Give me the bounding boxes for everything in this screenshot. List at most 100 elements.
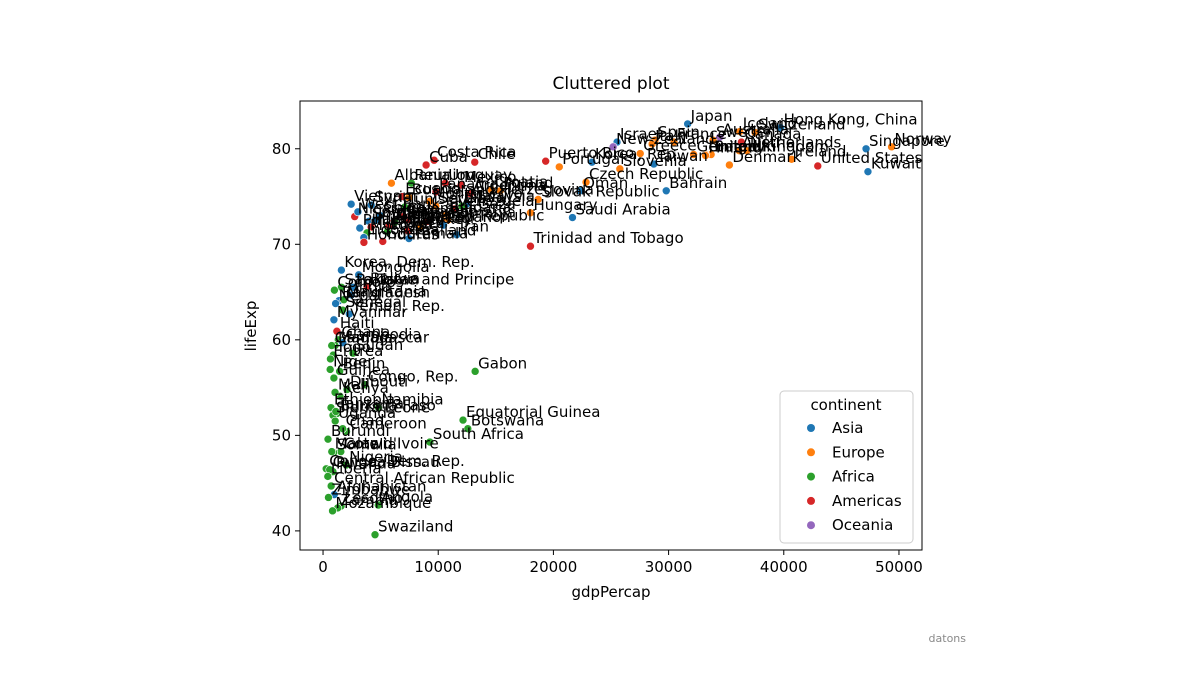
- point-label: Namibia: [381, 391, 443, 409]
- data-point: [861, 144, 871, 154]
- point-label: Guinea-Bissau: [333, 453, 440, 471]
- point-label: Netherlands: [750, 134, 842, 152]
- point-label: Sweden: [716, 123, 775, 141]
- point-label: Bangladesh: [342, 284, 430, 302]
- point-label: Rwanda: [336, 455, 396, 473]
- point-label: Czech Republic: [589, 165, 703, 183]
- point-label: Australia: [723, 120, 789, 138]
- point-label: Hong Kong, China: [784, 111, 918, 129]
- x-tick-label: 50000: [875, 558, 923, 576]
- point-label: Croatia: [494, 173, 548, 191]
- y-axis-ticks: 40 50 60 70 80: [272, 140, 300, 540]
- x-tick-label: 20000: [530, 558, 578, 576]
- data-point: [568, 213, 577, 222]
- point-label: Trinidad and Tobago: [532, 229, 683, 247]
- data-point: [615, 164, 625, 174]
- point-label: Chad: [346, 412, 385, 430]
- data-point: [335, 367, 344, 376]
- point-label: Uruguay: [448, 166, 512, 184]
- data-point: [327, 341, 337, 350]
- data-point: [465, 189, 475, 198]
- point-label: Tunisia: [407, 190, 459, 208]
- data-point: [439, 220, 448, 230]
- point-label: Chile: [478, 145, 516, 163]
- point-label: Cuba: [429, 148, 468, 166]
- data-point: [326, 481, 336, 491]
- legend-entry-label: Oceania: [832, 516, 893, 534]
- data-point: [338, 424, 347, 433]
- point-label: Algeria: [398, 205, 451, 223]
- data-point: [554, 162, 564, 172]
- point-label: Poland: [503, 174, 553, 192]
- point-label: Bolivia: [370, 269, 420, 287]
- data-point: [348, 348, 358, 358]
- data-point: [348, 282, 358, 292]
- point-label: Israel: [620, 125, 661, 143]
- data-point: [366, 200, 376, 210]
- point-label: Italy: [655, 127, 688, 145]
- point-label: Sri Lanka: [372, 204, 441, 222]
- data-point: [370, 530, 380, 540]
- point-label: Lebanon: [447, 208, 511, 226]
- data-point: [404, 193, 414, 202]
- point-label: Somalia: [337, 436, 397, 454]
- data-point: [370, 216, 380, 225]
- data-point: [425, 437, 435, 447]
- data-point: [387, 178, 396, 188]
- point-label: Ghana: [341, 323, 390, 341]
- point-label: Benin: [343, 354, 386, 372]
- data-point: [421, 160, 431, 170]
- data-point: [440, 178, 450, 188]
- point-label: Lesotho: [344, 489, 403, 507]
- data-point: [337, 265, 346, 275]
- point-label: Ecuador: [405, 180, 467, 198]
- point-label: Oman: [583, 174, 628, 192]
- point-label: Guatemala: [386, 224, 469, 242]
- data-point: [324, 493, 333, 502]
- point-label: Gambia: [335, 329, 393, 347]
- data-point: [342, 385, 352, 394]
- data-point: [390, 218, 400, 227]
- data-point: [360, 380, 370, 390]
- data-point: [487, 185, 496, 195]
- data-point: [526, 241, 535, 251]
- point-label: China: [383, 199, 426, 217]
- point-label: Romania: [451, 203, 517, 221]
- x-tick-label: 40000: [760, 558, 808, 576]
- point-label: New Zealand: [616, 130, 715, 148]
- point-label: Mali: [338, 375, 368, 393]
- data-point: [400, 202, 410, 212]
- data-point: [338, 305, 348, 315]
- data-point: [701, 151, 710, 160]
- point-label: Mauritania: [347, 283, 427, 301]
- data-point: [456, 180, 466, 190]
- point-label: Congo, Rep.: [368, 368, 459, 386]
- point-label: United States: [821, 149, 923, 167]
- data-point: [353, 207, 363, 217]
- data-point: [750, 128, 760, 137]
- y-tick-label: 80: [272, 140, 291, 158]
- data-point: [608, 142, 618, 152]
- data-point: [431, 201, 441, 211]
- point-label: Canada: [744, 125, 801, 143]
- point-label: Argentina: [473, 177, 546, 195]
- data-point: [330, 388, 340, 397]
- data-point: [345, 309, 354, 319]
- point-label: Turkey: [422, 210, 472, 228]
- point-label: Zimbabwe: [331, 480, 410, 498]
- point-label: Slovak Republic: [541, 182, 660, 200]
- point-label: Gabon: [478, 354, 527, 372]
- point-label: Korea, Dem. Rep.: [344, 253, 474, 271]
- point-label: Syria: [374, 188, 412, 206]
- data-point: [450, 204, 459, 214]
- legend-marker: [807, 424, 815, 432]
- legend-entry-label: Americas: [832, 492, 902, 510]
- point-label: Guinea: [337, 361, 390, 379]
- point-label: Uganda: [338, 404, 396, 422]
- data-point: [541, 156, 550, 166]
- y-tick-label: 50: [272, 426, 291, 444]
- data-point: [326, 354, 335, 364]
- point-label: Djibouti: [350, 373, 408, 391]
- point-label: Costa Rica: [437, 143, 516, 161]
